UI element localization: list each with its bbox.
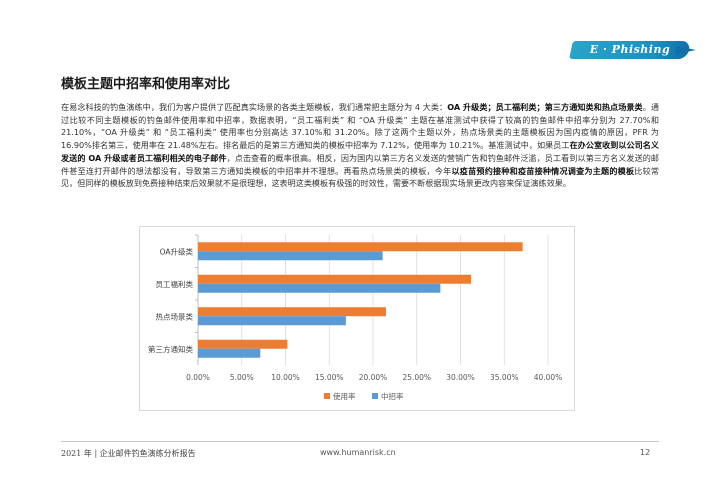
bar-click-rate [198,251,383,261]
x-tick-label: 25.00% [402,373,431,382]
legend-label: 中招率 [381,391,404,401]
body-paragraph: 在易念科技的钓鱼演练中，我们为客户提供了匹配真实场景的各类主题模板，我们通常把主… [61,101,659,190]
category-label: 员工福利类 [156,279,194,289]
x-tick-label: 0.00% [186,373,210,382]
category-label: 热点场景类 [156,311,194,321]
bar-usage-rate [198,242,523,252]
category-label: 第三方通知类 [148,344,193,354]
bar-click-rate [198,316,346,326]
x-tick-label: 5.00% [230,373,254,382]
bar-click-rate [198,283,441,293]
legend-swatch [372,393,378,399]
bar-click-rate [198,348,261,358]
footer-report-title: 2021 年 | 企业邮件钓鱼演练分析报告 [61,449,196,458]
logo-tail-decoration [676,46,696,54]
x-tick-label: 30.00% [446,373,475,382]
legend-label: 使用率 [333,391,356,401]
footer-website[interactable]: www.humanrisk.cn [320,448,396,457]
bar-chart-container: 0.00% 5.00% 10.00% 15.00% 20.00% 25.00% 30.00%… [139,226,575,411]
x-tick-label: 10.00% [271,373,300,382]
paragraph-text-3: ，点击查看的概率很高。相反，因为国内以第三方名义发送的营销广告和钓鱼邮件泛滥，员… [61,152,659,176]
paragraph-text-1: 在易念科技的钓鱼演练中，我们为客户提供了匹配真实场景的各类主题模板，我们通常把主… [61,102,448,112]
page-number: 12 [640,448,651,457]
paragraph-bold-3: 以疫苗预约接种和疫苗接种情况调查为主题的模板 [451,165,635,176]
x-tick-label: 15.00% [315,373,344,382]
category-label: OA升级类 [160,246,194,256]
legend-swatch [324,393,330,399]
paragraph-text-2: 。通过比较不同主题模板的钓鱼邮件使用率和中招率，数据表明，“员工福利类” 和 “… [61,102,659,151]
paragraph-text-4: 比较常见，但同样的模板放到免费接种结束后效果就不是很理想，这表明这类模板有极强的… [61,165,659,189]
x-tick-label: 20.00% [359,373,388,382]
paragraph-bold-2: 在办公室收到以公司名义发送的 OA 升级或者员工福利相关的电子邮件 [61,140,659,163]
logo-text: E · Phishing [589,43,671,56]
section-title: 模板主题中招率和使用率对比 [61,77,231,92]
company-logo: E · Phishing [569,41,691,59]
paragraph-bold-1: OA 升级类；员工福利类；第三方通知类和热点场景类 [447,102,643,112]
x-tick-label: 40.00% [534,373,563,382]
bar-usage-rate [198,339,288,349]
bar-usage-rate [198,307,386,317]
bar-usage-rate [198,274,471,284]
bar-chart: 0.00% 5.00% 10.00% 15.00% 20.00% 25.00% 30.00%… [148,234,563,401]
x-tick-label: 35.00% [490,373,519,382]
footer-divider [61,441,659,442]
